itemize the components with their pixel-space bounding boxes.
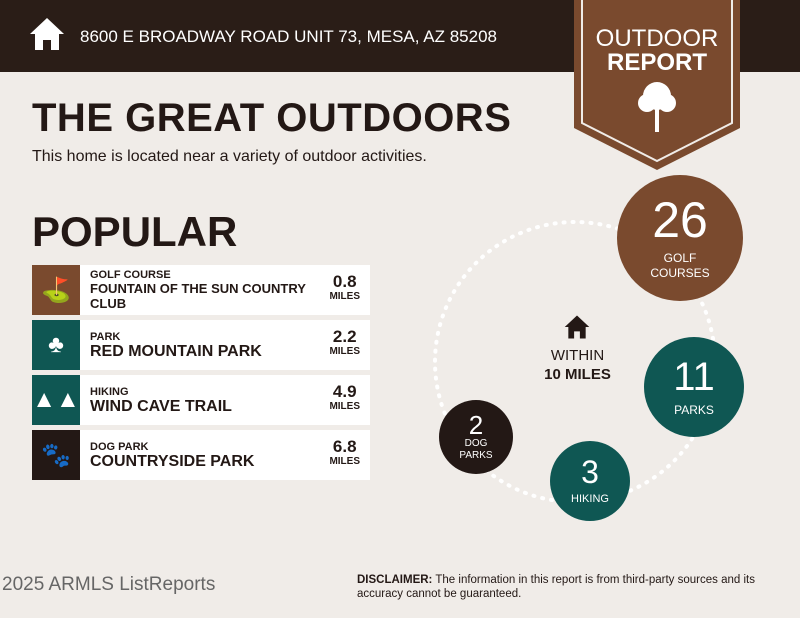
park-icon: ♣ <box>32 320 80 370</box>
listreports-logo: 2025 ARMLS ListReports <box>2 574 216 595</box>
page-subtitle: This home is located near a variety of o… <box>32 148 427 165</box>
disclaimer: DISCLAIMER: The information in this repo… <box>357 574 755 600</box>
golf-courses-count: 26 GOLF COURSES <box>617 175 743 301</box>
item-distance: 4.9 MILES <box>329 382 360 413</box>
golf-bag-icon: ⛳ <box>32 265 80 315</box>
popular-heading: POPULAR <box>32 208 238 255</box>
badge-line2: REPORT <box>606 49 707 76</box>
radius-value: 10 MILES <box>544 366 611 383</box>
pine-trees-icon: ▲▲ <box>32 375 80 425</box>
badge-line1: OUTDOOR <box>595 25 719 52</box>
list-item: 🐾 DOG PARK COUNTRYSIDE PARK 6.8 MILES <box>32 430 370 480</box>
list-item: ▲▲ HIKING WIND CAVE TRAIL 4.9 MILES <box>32 375 370 425</box>
property-address: 8600 E BROADWAY ROAD UNIT 73, MESA, AZ 8… <box>80 27 497 46</box>
home-icon <box>30 18 64 50</box>
item-category: PARK <box>90 331 121 343</box>
outdoor-report-badge <box>574 0 740 170</box>
dog-parks-count: 2 DOG PARKS <box>439 400 513 474</box>
item-distance: 2.2 MILES <box>329 327 360 358</box>
list-item: ⛳ GOLF COURSE FOUNTAIN OF THE SUN COUNTR… <box>32 265 370 315</box>
page-title: THE GREAT OUTDOORS <box>32 96 512 140</box>
item-category: HIKING <box>90 386 129 398</box>
paw-icon: 🐾 <box>32 430 80 480</box>
radius-label: WITHIN <box>550 347 605 364</box>
hiking-count: 3 HIKING <box>550 441 630 521</box>
list-item: ♣ PARK RED MOUNTAIN PARK 2.2 MILES <box>32 320 370 370</box>
item-name: FOUNTAIN OF THE SUN COUNTRY CLUB <box>90 281 306 311</box>
item-category: DOG PARK <box>90 441 149 453</box>
item-category: GOLF COURSE <box>90 269 171 281</box>
item-distance: 6.8 MILES <box>329 437 360 468</box>
item-name: RED MOUNTAIN PARK <box>90 343 262 360</box>
item-name: COUNTRYSIDE PARK <box>90 453 255 470</box>
parks-count: 11 PARKS <box>644 337 744 437</box>
item-name: WIND CAVE TRAIL <box>90 398 232 415</box>
tree-icon <box>638 82 676 132</box>
home-icon <box>564 315 590 339</box>
item-distance: 0.8 MILES <box>329 272 360 303</box>
